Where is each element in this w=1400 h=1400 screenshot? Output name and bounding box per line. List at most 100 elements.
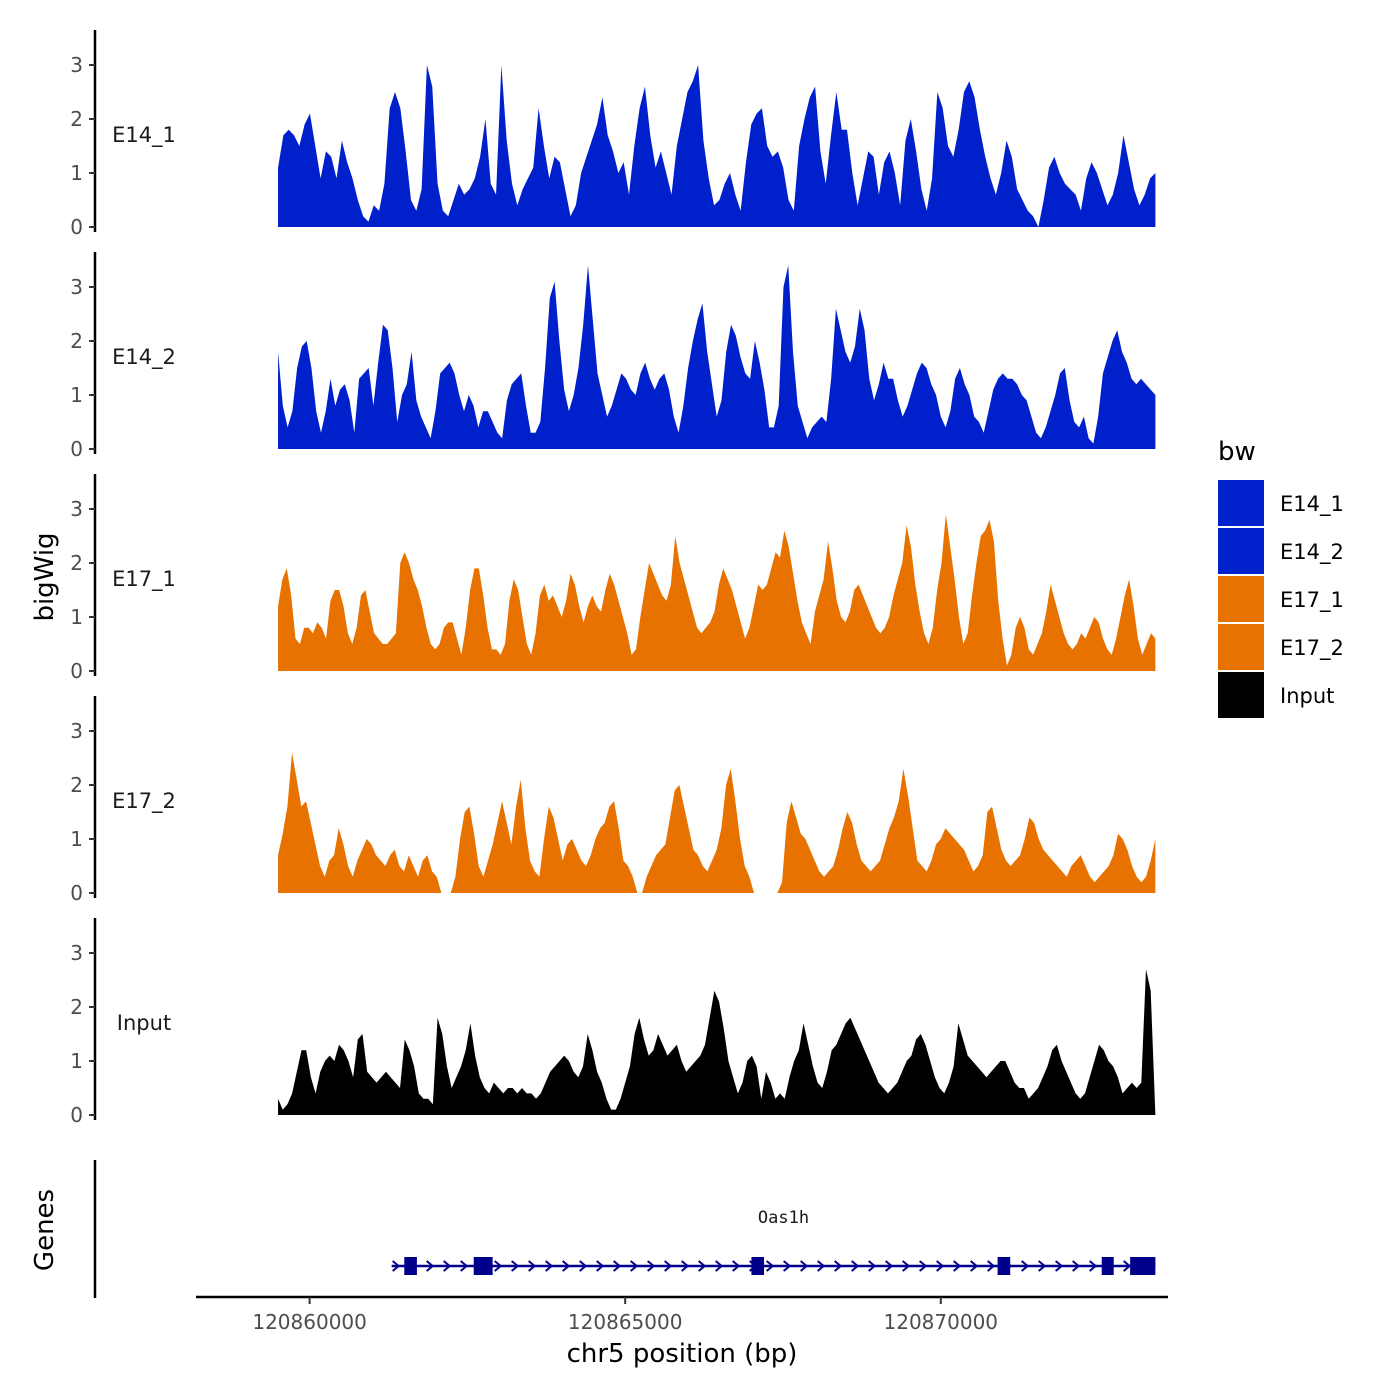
- strand-chevron: [834, 1260, 843, 1272]
- y-tick-label-E17_2-2: 2: [70, 773, 83, 797]
- strand-chevron: [970, 1260, 979, 1272]
- strand-chevron: [715, 1260, 724, 1272]
- y-tick-label-E14_2-2: 2: [70, 329, 83, 353]
- exon-2: [473, 1257, 493, 1275]
- y-tick-label-E17_1-0: 0: [70, 659, 83, 683]
- strand-chevron: [851, 1260, 860, 1272]
- legend-entry-E17_2: E17_2: [1218, 624, 1344, 670]
- y-tick-label-E17_2-3: 3: [70, 719, 83, 743]
- strand-chevron: [1038, 1260, 1047, 1272]
- strand-chevron: [1055, 1260, 1064, 1272]
- y-axis-title: bigWig: [30, 532, 60, 621]
- y-tick-label-E14_2-0: 0: [70, 437, 83, 461]
- strand-chevron: [664, 1260, 673, 1272]
- y-tick-label-E14_1-0: 0: [70, 215, 83, 239]
- strand-chevron: [596, 1260, 605, 1272]
- strand-chevron: [817, 1260, 826, 1272]
- legend-title: bw: [1218, 437, 1256, 467]
- y-tick-label-Input-3: 3: [70, 941, 83, 965]
- strand-chevron: [528, 1260, 537, 1272]
- x-axis-title: chr5 position (bp): [567, 1339, 798, 1369]
- y-tick-label-E17_1-3: 3: [70, 497, 83, 521]
- y-tick-label-E17_1-2: 2: [70, 551, 83, 575]
- x-tick-label-120860000: 120860000: [252, 1310, 367, 1334]
- track-label-Input: Input: [117, 1011, 171, 1035]
- area-E14_2: [278, 265, 1156, 449]
- y-tick-label-E14_1-1: 1: [70, 161, 83, 185]
- track-E17_1: 0 1 2 3 E17_1: [70, 474, 1156, 683]
- strand-chevron: [1089, 1260, 1098, 1272]
- y-tick-label-E17_1-1: 1: [70, 605, 83, 629]
- strand-chevron: [885, 1260, 894, 1272]
- track-E17_2: 0 1 2 3 E17_2: [70, 696, 1156, 905]
- y-tick-label-Input-1: 1: [70, 1049, 83, 1073]
- strand-chevron: [392, 1260, 401, 1272]
- gene-label-Oas1h: Oas1h: [758, 1208, 809, 1228]
- strand-chevron: [953, 1260, 962, 1272]
- gene-track: Oas1h: [93, 1160, 1156, 1298]
- strand-chevron: [902, 1260, 911, 1272]
- legend-entry-E14_1: E14_1: [1218, 480, 1344, 526]
- legend-swatch-E17_1: [1218, 576, 1264, 622]
- legend-entry-Input: Input: [1218, 672, 1334, 718]
- strand-chevron: [494, 1260, 503, 1272]
- track-label-E17_2: E17_2: [112, 789, 176, 814]
- legend: bw E14_1 E14_2 E17_1 E17_2 Input: [1218, 437, 1344, 718]
- x-tick-label-120870000: 120870000: [884, 1310, 999, 1334]
- x-axis: 120860000 120865000 120870000: [196, 1295, 1168, 1334]
- strand-chevron: [630, 1260, 639, 1272]
- legend-swatch-E14_2: [1218, 528, 1264, 574]
- strand-chevron: [647, 1260, 656, 1272]
- strand-chevron: [919, 1260, 928, 1272]
- legend-label-E17_2: E17_2: [1280, 636, 1344, 661]
- area-E17_2: [278, 752, 1156, 893]
- legend-label-Input: Input: [1280, 684, 1334, 708]
- strand-chevron: [562, 1260, 571, 1272]
- track-label-E14_2: E14_2: [112, 345, 176, 370]
- legend-label-E14_1: E14_1: [1280, 492, 1344, 517]
- signal-tracks: 0 1 2 3 E14_1 0 1 2 3 E14_2 0 1 2 3 E17_1 0 1 2 3 E17_2 0 1 2 3…: [70, 30, 1156, 1127]
- strand-chevron: [783, 1260, 792, 1272]
- strand-chevron: [800, 1260, 809, 1272]
- strand-chevron: [732, 1260, 741, 1272]
- strand-chevron: [545, 1260, 554, 1272]
- gene-Oas1h: Oas1h: [391, 1208, 1156, 1275]
- y-tick-label-E14_2-3: 3: [70, 275, 83, 299]
- area-E17_1: [278, 514, 1156, 671]
- strand-chevron: [987, 1260, 996, 1272]
- area-E14_1: [278, 65, 1156, 227]
- track-E14_1: 0 1 2 3 E14_1: [70, 30, 1156, 239]
- x-tick-label-120865000: 120865000: [568, 1310, 683, 1334]
- exon-5: [1101, 1257, 1114, 1275]
- exon-4: [997, 1257, 1011, 1275]
- legend-label-E14_2: E14_2: [1280, 540, 1344, 565]
- strand-chevron: [426, 1260, 435, 1272]
- strand-chevron: [868, 1260, 877, 1272]
- track-E14_2: 0 1 2 3 E14_2: [70, 252, 1156, 461]
- exon-6: [1130, 1257, 1156, 1275]
- strand-chevron: [681, 1260, 690, 1272]
- exon-3: [751, 1257, 765, 1275]
- track-label-E17_1: E17_1: [112, 567, 176, 592]
- strand-chevron: [443, 1260, 452, 1272]
- y-tick-label-E14_1-3: 3: [70, 53, 83, 77]
- strand-chevron: [766, 1260, 775, 1272]
- strand-chevron: [460, 1260, 469, 1272]
- strand-chevron: [1072, 1260, 1081, 1272]
- y-tick-label-E17_2-0: 0: [70, 881, 83, 905]
- genes-axis-title: Genes: [30, 1189, 60, 1271]
- strand-chevron: [579, 1260, 588, 1272]
- track-Input: 0 1 2 3 Input: [70, 918, 1156, 1127]
- strand-chevron: [613, 1260, 622, 1272]
- legend-swatch-E17_2: [1218, 624, 1264, 670]
- strand-chevron: [1123, 1260, 1132, 1272]
- strand-chevron: [511, 1260, 520, 1272]
- legend-swatch-Input: [1218, 672, 1264, 718]
- legend-entry-E17_1: E17_1: [1218, 576, 1344, 622]
- track-label-E14_1: E14_1: [112, 123, 176, 148]
- legend-entry-E14_2: E14_2: [1218, 528, 1344, 574]
- y-tick-label-E14_1-2: 2: [70, 107, 83, 131]
- strand-chevron: [698, 1260, 707, 1272]
- area-Input: [278, 969, 1156, 1115]
